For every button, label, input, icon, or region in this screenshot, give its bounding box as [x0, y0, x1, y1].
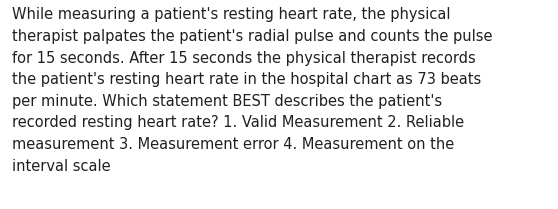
Text: While measuring a patient's resting heart rate, the physical
therapist palpates : While measuring a patient's resting hear… — [12, 7, 493, 173]
